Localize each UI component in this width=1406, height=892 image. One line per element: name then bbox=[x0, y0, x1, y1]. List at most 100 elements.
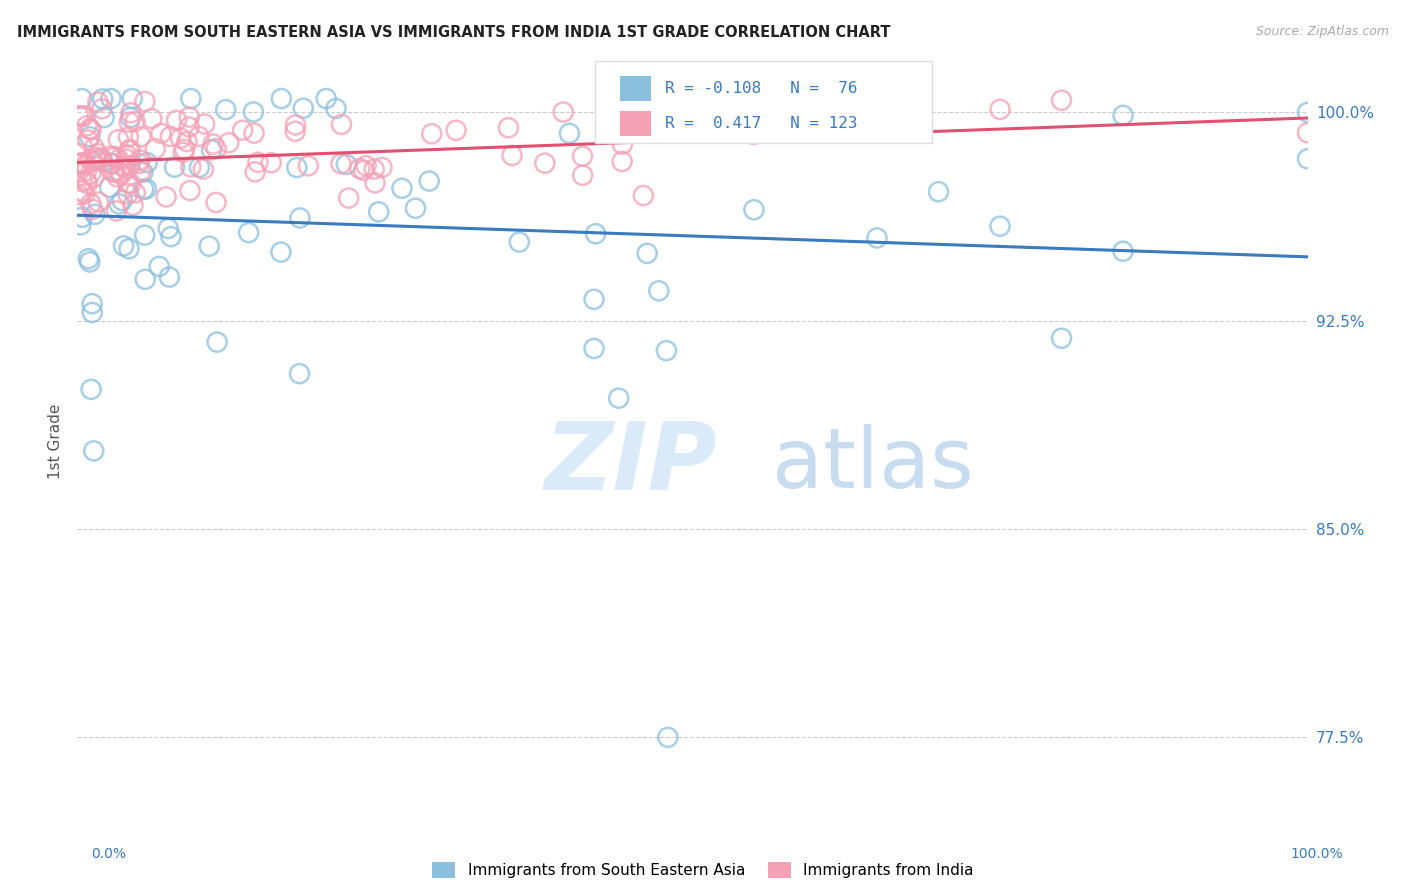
Point bbox=[105, 169, 128, 184]
Point bbox=[198, 239, 221, 253]
Point bbox=[134, 272, 156, 286]
Text: IMMIGRANTS FROM SOUTH EASTERN ASIA VS IMMIGRANTS FROM INDIA 1ST GRADE CORRELATIO: IMMIGRANTS FROM SOUTH EASTERN ASIA VS IM… bbox=[17, 25, 890, 40]
Point bbox=[335, 157, 357, 171]
Point bbox=[75, 158, 97, 172]
Point bbox=[67, 146, 90, 161]
Point bbox=[160, 229, 183, 244]
Point bbox=[120, 111, 142, 125]
Point bbox=[100, 91, 122, 105]
Point bbox=[176, 135, 198, 149]
Point bbox=[86, 151, 108, 165]
Point bbox=[270, 91, 292, 105]
Point bbox=[180, 160, 202, 174]
Point bbox=[650, 91, 672, 105]
Point bbox=[82, 202, 104, 217]
Point bbox=[87, 194, 110, 209]
Point bbox=[72, 109, 94, 123]
Point bbox=[76, 163, 98, 178]
Point bbox=[179, 120, 201, 134]
Point bbox=[508, 235, 530, 249]
Point bbox=[242, 104, 264, 119]
Point bbox=[107, 133, 129, 147]
Point bbox=[148, 260, 170, 274]
Point bbox=[205, 195, 228, 210]
Point bbox=[371, 161, 394, 175]
Point bbox=[108, 197, 131, 211]
Point bbox=[69, 218, 91, 232]
Point bbox=[70, 139, 93, 153]
Point bbox=[124, 114, 146, 128]
Point bbox=[79, 167, 101, 181]
Point bbox=[284, 118, 307, 132]
Point bbox=[76, 177, 98, 191]
Point bbox=[128, 156, 150, 170]
Point bbox=[89, 152, 111, 166]
Text: Source: ZipAtlas.com: Source: ZipAtlas.com bbox=[1256, 25, 1389, 38]
Point bbox=[101, 156, 124, 170]
Point bbox=[157, 221, 180, 235]
Point bbox=[118, 242, 141, 256]
Point bbox=[115, 148, 138, 162]
Point bbox=[76, 119, 98, 133]
Point bbox=[354, 159, 377, 173]
Point bbox=[498, 120, 520, 135]
Point bbox=[79, 153, 101, 167]
Point bbox=[91, 154, 114, 169]
Point bbox=[285, 161, 308, 175]
Point bbox=[166, 113, 188, 128]
Point bbox=[329, 157, 352, 171]
Point bbox=[1296, 126, 1319, 140]
Point bbox=[134, 95, 156, 109]
Point bbox=[655, 343, 678, 358]
Point bbox=[111, 194, 134, 208]
Point bbox=[122, 198, 145, 212]
Point bbox=[67, 164, 90, 178]
Point bbox=[169, 131, 191, 145]
Point bbox=[988, 103, 1011, 117]
Point bbox=[83, 141, 105, 155]
Point bbox=[83, 170, 105, 185]
Point bbox=[72, 155, 94, 169]
Point bbox=[98, 180, 121, 194]
Point bbox=[353, 163, 375, 178]
Point bbox=[558, 126, 581, 140]
Point bbox=[330, 117, 353, 131]
Point bbox=[205, 142, 228, 156]
Point bbox=[77, 133, 100, 147]
Point bbox=[103, 165, 125, 179]
Point bbox=[444, 123, 467, 137]
Point bbox=[232, 123, 254, 137]
Point bbox=[80, 154, 103, 169]
Point bbox=[648, 284, 671, 298]
Point bbox=[108, 166, 131, 180]
Point bbox=[79, 129, 101, 144]
Point bbox=[325, 102, 347, 116]
Point bbox=[86, 146, 108, 161]
Point bbox=[243, 126, 266, 140]
Point bbox=[118, 144, 141, 158]
Point bbox=[1112, 108, 1135, 122]
Point bbox=[70, 175, 93, 189]
Point bbox=[100, 157, 122, 171]
Point bbox=[337, 191, 360, 205]
Point bbox=[77, 252, 100, 266]
Point bbox=[364, 176, 387, 190]
Point bbox=[70, 109, 93, 123]
Point bbox=[583, 293, 606, 307]
Point bbox=[928, 185, 950, 199]
Point bbox=[120, 177, 142, 191]
Point bbox=[585, 227, 607, 241]
Point bbox=[117, 129, 139, 144]
Point bbox=[143, 142, 166, 156]
Point bbox=[297, 159, 319, 173]
Point bbox=[118, 115, 141, 129]
Point bbox=[73, 186, 96, 201]
Point bbox=[180, 91, 202, 105]
Point bbox=[534, 156, 557, 170]
Point bbox=[988, 219, 1011, 234]
Point bbox=[193, 162, 215, 177]
Point bbox=[128, 153, 150, 167]
Point bbox=[188, 161, 211, 175]
Point bbox=[284, 124, 307, 138]
Point bbox=[238, 226, 260, 240]
